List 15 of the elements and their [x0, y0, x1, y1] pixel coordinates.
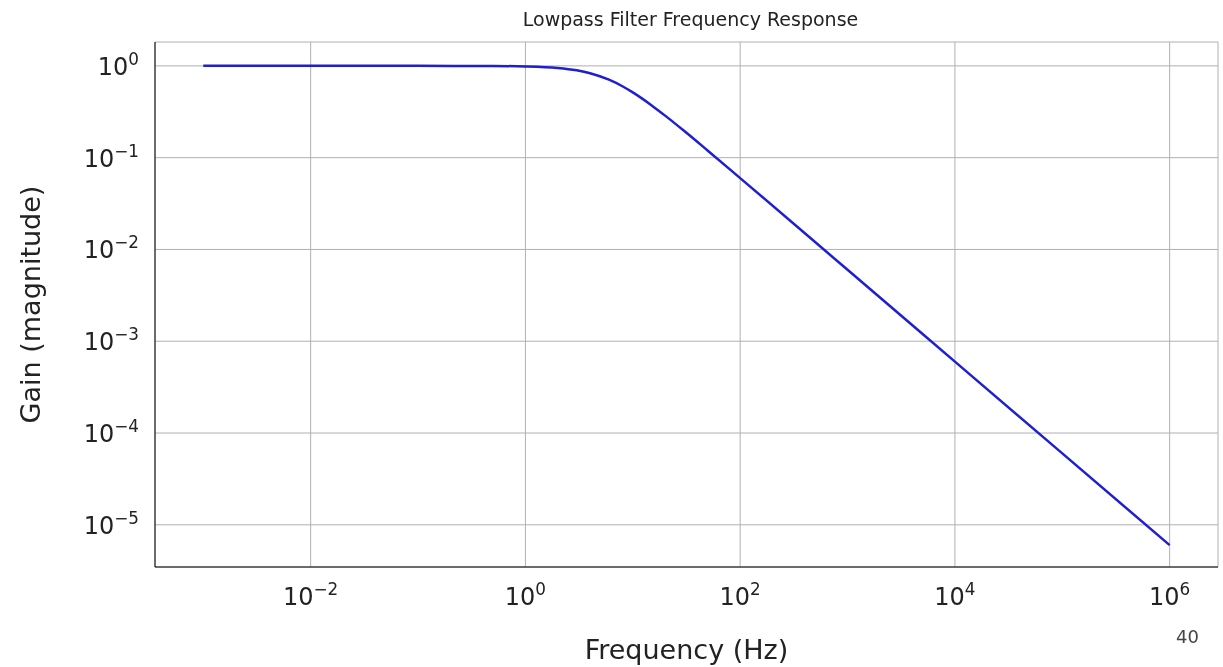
y-tick-label: 10$^{0}$: [97, 48, 139, 81]
chart-title: Lowpass Filter Frequency Response: [521, 8, 860, 30]
text: 40: [1176, 626, 1199, 647]
x-tick-label: 10$^{6}$: [1149, 579, 1191, 611]
y-tick-label: 10$^{−1}$: [83, 140, 139, 173]
y-tick-label: 10$^{−2}$: [83, 232, 139, 265]
x-axis-title: Frequency (Hz): [584, 634, 789, 665]
y-tick-label: 10$^{−3}$: [83, 324, 139, 357]
x-tick-label: 10$^{−2}$: [283, 579, 339, 611]
y-tick-label: 10$^{−4}$: [83, 416, 139, 449]
y-tick-label: 10$^{−5}$: [83, 507, 139, 540]
x-tick-label: 10$^{0}$: [504, 579, 547, 611]
x-tick-label: 10$^{4}$: [934, 579, 976, 611]
y-axis-title: Gain (magnitude): [14, 185, 46, 424]
x-tick-label: 10$^{2}$: [719, 579, 761, 611]
